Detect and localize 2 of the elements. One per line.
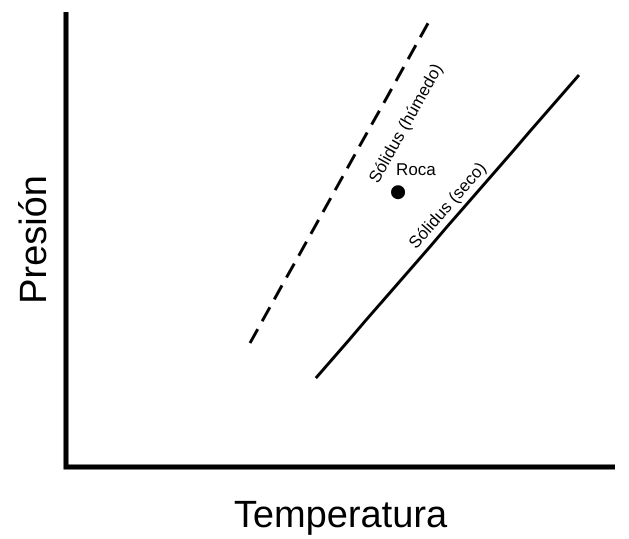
x-axis-title: Temperatura (234, 494, 448, 536)
y-axis-title: Presión (13, 175, 55, 304)
